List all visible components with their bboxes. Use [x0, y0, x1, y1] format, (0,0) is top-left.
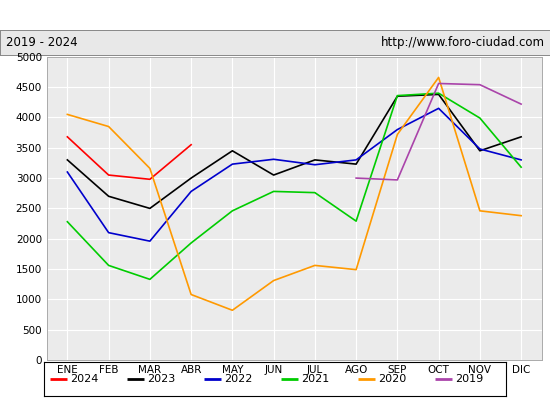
Text: Evolucion Nº Turistas Nacionales en el municipio de Sant Joan Despí: Evolucion Nº Turistas Nacionales en el m… [25, 7, 525, 23]
Text: 2021: 2021 [301, 374, 329, 384]
Text: 2023: 2023 [147, 374, 175, 384]
Text: 2019 - 2024: 2019 - 2024 [6, 36, 77, 49]
Text: 2020: 2020 [378, 374, 406, 384]
Text: 2019: 2019 [455, 374, 483, 384]
Text: 2022: 2022 [224, 374, 252, 384]
Text: http://www.foro-ciudad.com: http://www.foro-ciudad.com [381, 36, 544, 49]
Text: 2024: 2024 [70, 374, 98, 384]
